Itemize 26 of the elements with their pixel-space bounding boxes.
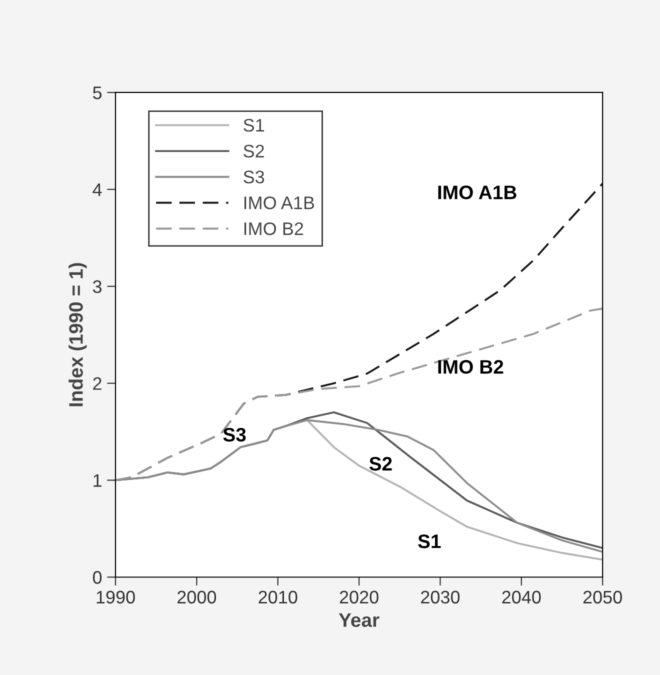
y-tick-label: 2 (93, 377, 102, 390)
line-series (116, 308, 603, 482)
x-tick-label: 2050 (583, 590, 622, 604)
x-tick-label: 1990 (96, 590, 135, 604)
y-axis-title: Index (1990 = 1) (68, 263, 87, 406)
x-tick-label: 2030 (421, 590, 460, 604)
legend-label: S2 (244, 144, 264, 158)
x-tick-label: 2040 (502, 590, 541, 604)
y-tick-label: 5 (92, 86, 102, 100)
y-tick-label: 1 (94, 474, 102, 487)
x-tick-label: 2020 (340, 590, 378, 604)
legend-label: IMO B2 (244, 222, 304, 236)
y-tick-label: 4 (92, 184, 102, 196)
annotation: S3 (223, 428, 246, 442)
annotation: IMO B2 (438, 360, 504, 374)
annotation: S1 (418, 534, 441, 548)
x-axis-title: Year (338, 613, 380, 627)
legend-label: S3 (244, 170, 264, 184)
x-tick-label: 2000 (178, 590, 216, 604)
annotation: IMO A1B (438, 186, 516, 200)
annotation: S2 (369, 456, 392, 471)
x-tick-label: 2010 (258, 590, 298, 604)
y-tick-label: 3 (92, 280, 102, 294)
y-tick-label: 0 (92, 571, 102, 584)
legend-label: IMO A1B (244, 196, 314, 210)
legend-label: S1 (244, 118, 264, 132)
